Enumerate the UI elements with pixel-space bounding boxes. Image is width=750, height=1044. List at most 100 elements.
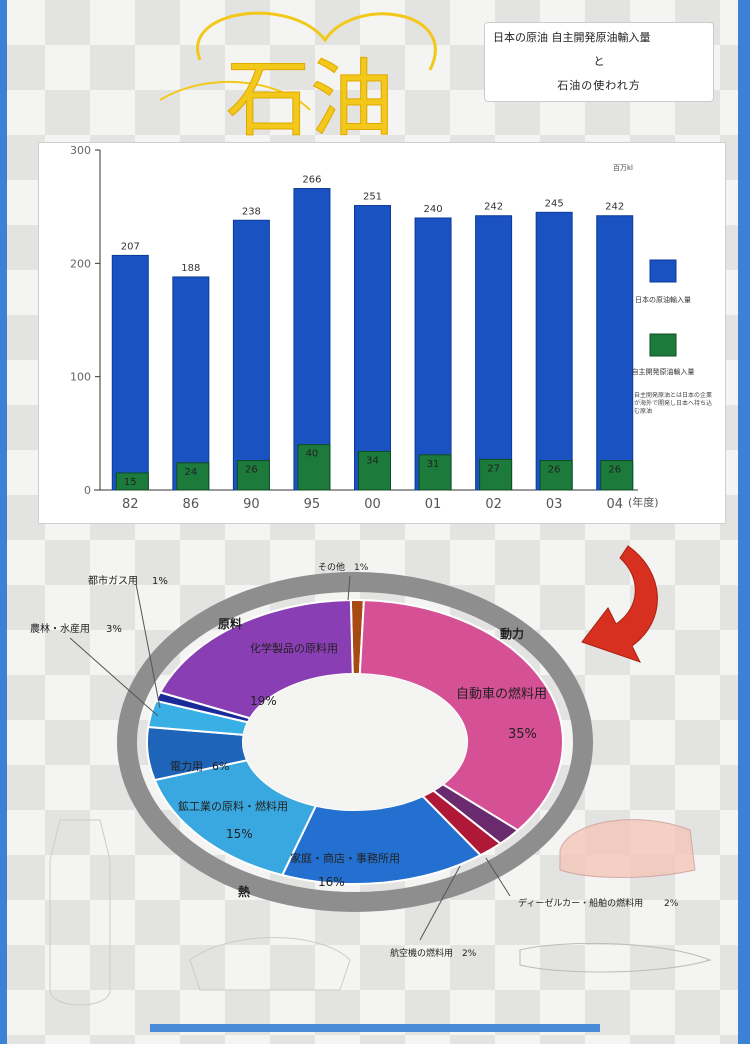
bar-import-label: 242	[484, 202, 503, 213]
bar-import	[475, 215, 513, 491]
bar-domestic	[297, 444, 331, 491]
legend-label-domestic: 自主開発原油輸入量	[632, 367, 695, 376]
unit-label: 百万kl	[613, 164, 633, 172]
usage-donut-chart: 動力 原料 熱 自動車の燃料用 35% 化学製品の原料用 19% 家庭・商店・事…	[30, 545, 712, 1006]
callout-diesel-value: 2%	[664, 899, 679, 909]
y-tick-label: 100	[70, 371, 91, 384]
curved-arrow-icon	[581, 545, 658, 663]
callout-citygas: 都市ガス用	[88, 574, 138, 587]
bar-domestic-label: 27	[487, 463, 500, 474]
bar-import-label: 242	[605, 202, 624, 213]
slice-label-industry: 鉱工業の原料・燃料用	[178, 799, 288, 813]
leader-agri	[69, 637, 159, 717]
leader-citygas	[135, 583, 161, 709]
legend-note-text: 自主開発原油とは日本の企業が海外で開発し日本へ持ち込む原油	[634, 392, 713, 416]
donut-hole	[243, 674, 467, 810]
x-tick-label: 82	[122, 497, 139, 512]
ring-label-material: 原料	[218, 616, 242, 631]
bar-domestic-label: 26	[245, 465, 258, 476]
y-tick-label: 0	[84, 484, 91, 497]
x-tick-label: 03	[546, 497, 563, 512]
ring-label-power: 動力	[500, 626, 524, 641]
callout-other-value: 1%	[354, 563, 369, 573]
bar-domestic-label: 26	[608, 465, 621, 476]
car-sketch-icon	[559, 819, 696, 878]
callout-aviation-value: 2%	[462, 949, 477, 959]
bar-import	[596, 215, 634, 491]
leader-other	[347, 575, 351, 601]
title-line-1: 日本の原油 自主開発原油輸入量	[493, 31, 651, 44]
title-line-2: と	[593, 55, 605, 68]
x-tick-label: 90	[243, 497, 260, 512]
x-tick-label: 02	[485, 497, 502, 512]
title-line-3: 石油の使われ方	[557, 79, 641, 92]
bar-domestic	[418, 454, 452, 491]
airplane-sketch-icon	[519, 942, 712, 973]
legend-label-import: 日本の原油輸入量	[635, 295, 691, 304]
callout-diesel: ディーゼルカー・船舶の燃料用	[518, 897, 643, 909]
bar-import-label: 240	[424, 204, 443, 215]
legend-note: 自主開発原油とは日本の企業が海外で開発し日本へ持ち込む原油	[634, 392, 713, 416]
callout-other: その他	[318, 561, 345, 573]
leader-diesel	[485, 857, 511, 897]
bottle-sketch-icon	[49, 819, 111, 1006]
bar-import	[172, 276, 210, 491]
title-box: 日本の原油 自主開発原油輸入量 と 石油の使われ方	[484, 22, 714, 102]
slice-label-car: 自動車の燃料用	[456, 686, 547, 702]
bar-domestic-label: 31	[427, 459, 440, 470]
x-tick-label: 95	[304, 497, 321, 512]
bar-import-label: 207	[121, 241, 140, 252]
slice-label-power: 電力用	[170, 760, 203, 773]
slice-value-industry: 15%	[226, 827, 253, 841]
bar-domestic	[176, 462, 210, 491]
bar-import-label: 251	[363, 192, 382, 203]
bars: 207 15 82 188 24 86 238 26 90 266 40 95 251 34 00 240 31…	[111, 175, 634, 512]
bar-domestic-label: 34	[366, 455, 379, 466]
bar-import	[293, 188, 331, 491]
bar-import-label: 266	[302, 175, 321, 186]
bar-import	[354, 205, 391, 491]
x-tick-label: 01	[425, 497, 442, 512]
bar-domestic	[479, 458, 513, 491]
bar-domestic	[539, 460, 573, 491]
bar-domestic	[236, 460, 270, 491]
y-tick-label: 300	[70, 144, 91, 157]
poster-edge-bottom	[150, 1024, 600, 1032]
bar-domestic-label: 24	[184, 467, 197, 478]
slice-value-chemical: 19%	[250, 694, 277, 708]
slice-value-power: 6%	[212, 760, 229, 773]
bar-domestic	[115, 472, 149, 491]
callout-aviation: 航空機の燃料用	[390, 947, 453, 959]
y-ticks: 0 100 200 300	[70, 144, 100, 497]
ring-label-heat: 熱	[238, 884, 250, 899]
x-tick-label: 00	[364, 497, 381, 512]
bar-domestic	[600, 460, 634, 491]
callout-citygas-value: 1%	[152, 576, 168, 587]
poster-edge-left	[0, 0, 7, 1044]
bar-import-label: 188	[181, 263, 200, 274]
x-tick-label: 04	[606, 497, 623, 512]
bar-domestic-label: 26	[548, 465, 561, 476]
bar-import-label: 245	[545, 198, 564, 209]
x-tick-label: 86	[183, 497, 200, 512]
bar-import-label: 238	[242, 206, 261, 217]
bar-import	[232, 219, 270, 491]
slice-label-household: 家庭・商店・事務所用	[290, 851, 400, 865]
bar-import	[111, 254, 149, 491]
leader-aviation	[419, 865, 461, 941]
x-axis-label: (年度)	[628, 495, 659, 509]
legend-swatch-domestic	[649, 333, 677, 357]
bar-import	[535, 211, 573, 491]
bar-domestic-label: 40	[306, 449, 319, 460]
bar-import	[414, 217, 452, 491]
legend-swatch-import	[649, 259, 677, 283]
callout-agri: 農林・水産用	[30, 622, 90, 635]
y-tick-label: 200	[70, 257, 91, 270]
stove-sketch-icon	[189, 937, 351, 991]
bar-domestic	[358, 450, 391, 491]
slice-value-household: 16%	[318, 875, 345, 889]
poster-edge-right	[738, 0, 750, 1044]
bar-domestic-label: 15	[124, 477, 137, 488]
category-ring	[117, 572, 593, 912]
